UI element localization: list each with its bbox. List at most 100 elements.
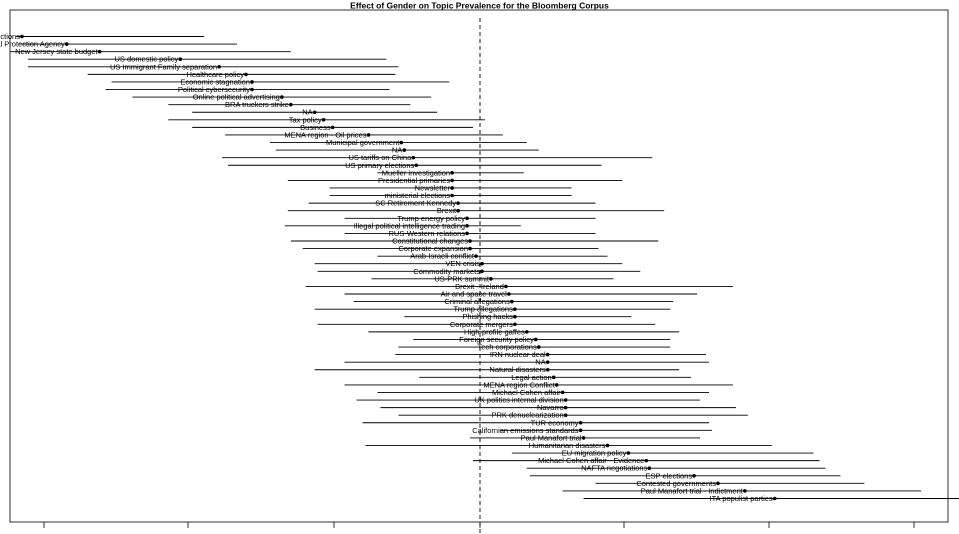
plot-frame (9, 9, 949, 523)
topic-label: Political cybersecurity (178, 85, 250, 94)
topic-label: Trump energy policy (397, 214, 465, 223)
point-estimate (536, 345, 541, 349)
point-estimate (414, 163, 419, 168)
point-estimate (489, 277, 493, 281)
topic-label: Business (300, 123, 331, 132)
point-estimate (743, 489, 747, 493)
topic-row: Illegal political intelligence trading (284, 221, 521, 230)
topic-label: NA (302, 108, 312, 117)
point-estimate (450, 186, 454, 190)
topic-row: Constitutional changes (290, 236, 659, 245)
topic-row: Brexit (287, 206, 665, 215)
topic-label: NAFTA negotiations (581, 464, 647, 473)
topic-label: SC Retirement Kennedy (375, 199, 456, 208)
point-estimate (563, 398, 568, 402)
point-estimate (513, 314, 517, 319)
point-estimate (644, 458, 649, 463)
point-estimate (772, 496, 777, 501)
point-estimate (20, 34, 24, 39)
point-estimate (480, 261, 484, 266)
point-estimate (560, 390, 565, 395)
topic-row: Air and space travel (344, 290, 698, 299)
topic-label: Trump allegations (454, 305, 514, 314)
topic-row: US Immigrant Family separation (27, 62, 399, 71)
point-estimate (692, 473, 696, 478)
chart-title: Effect of Gender on Topic Prevalence for… (350, 1, 609, 11)
topic-row: NA (275, 146, 539, 155)
topic-row: Phishing hacks (404, 312, 632, 321)
point-estimate (524, 330, 529, 334)
topic-row: Paul Manafort trial (470, 433, 701, 442)
topic-label: US domestic policy (114, 55, 178, 64)
topic-row: Corporate mergers (317, 320, 656, 329)
topic-label: Illegal political intelligence trading (354, 221, 465, 230)
topic-row: SC Retirement Kennedy (308, 199, 596, 208)
point-estimate (626, 451, 631, 455)
topic-row: High-profile gaffes (368, 327, 680, 336)
topic-row: TUR economy (362, 418, 710, 427)
topic-row: Commodity markets (317, 267, 641, 276)
topic-row: Trump allegations (314, 305, 671, 314)
topic-row: Presidential primaries (287, 176, 623, 185)
topic-row: NA (344, 358, 710, 367)
topic-label: Brexit - Ireland (455, 282, 504, 291)
topic-label: Paul Manafort trial (521, 433, 582, 442)
topic-label: NA (392, 146, 402, 155)
point-estimate (217, 64, 221, 69)
topic-label: Paul Manafort trial - Indictment (641, 486, 744, 495)
topic-label: Constitutional changes (392, 236, 468, 245)
point-estimate (578, 420, 583, 425)
topic-label: Natural disasters (489, 365, 546, 374)
topic-label: Contested governments (636, 479, 716, 488)
point-estimate (605, 443, 610, 448)
topic-row: Humanitarian disasters (365, 441, 772, 450)
topic-row: Tax policy (168, 115, 485, 124)
point-estimate (450, 193, 454, 198)
point-estimate (513, 322, 517, 327)
topic-label: VEN crisis (445, 259, 480, 268)
point-estimate (465, 224, 469, 228)
topic-label: NA (535, 358, 545, 367)
point-estimate (578, 428, 583, 433)
topic-label: TUR economy (531, 418, 579, 427)
topic-label: Arab-Israeli conflict (410, 252, 475, 261)
point-estimate (551, 375, 556, 380)
point-estimate (244, 72, 248, 77)
point-estimate (716, 481, 720, 486)
topic-label: ESP elections (646, 471, 693, 480)
topic-row: Healthcare policy (87, 70, 396, 79)
topic-label: US primary elections (345, 161, 414, 170)
topic-row: UK politics internal division (356, 396, 701, 405)
topic-label: US-PRK summit (434, 274, 490, 283)
topic-label: US tariffs on China (348, 153, 412, 162)
topic-row: Business (192, 123, 474, 132)
topic-row: NA (192, 108, 438, 117)
topic-row: Criminal allegations (353, 297, 674, 306)
point-estimate (450, 178, 454, 183)
topic-label: ITA populist parties (710, 494, 773, 503)
topic-row: RUS-Western relations (344, 229, 596, 238)
topic-row: Online political advertising (132, 93, 432, 102)
topic-label: MENA region Conflict (483, 380, 555, 389)
topic-label: Online political advertising (193, 93, 280, 102)
topic-row: Environmental Protection Agency (0, 40, 238, 49)
point-estimate (545, 352, 550, 357)
topic-row: US domestic policy (27, 55, 387, 64)
topic-label: Legal action (511, 373, 551, 382)
topic-row: BRA truckers strike (168, 100, 411, 109)
point-estimate (468, 246, 472, 251)
point-estimate (474, 254, 478, 258)
topic-row: Newsletter (329, 183, 572, 192)
point-estimate (545, 367, 550, 372)
topic-label: Navarro (537, 403, 564, 412)
topic-label: IRN nuclear deal (490, 350, 546, 359)
topic-label: Criminal allegations (444, 297, 510, 306)
topic-label: Air and space travel (441, 290, 508, 299)
point-estimate (280, 95, 284, 99)
point-estimate (504, 284, 508, 289)
topic-label: Presidential primaries (378, 176, 450, 185)
topic-label: Environmental Protection Agency (0, 40, 65, 49)
point-estimate (465, 216, 469, 221)
point-estimate (64, 42, 69, 46)
